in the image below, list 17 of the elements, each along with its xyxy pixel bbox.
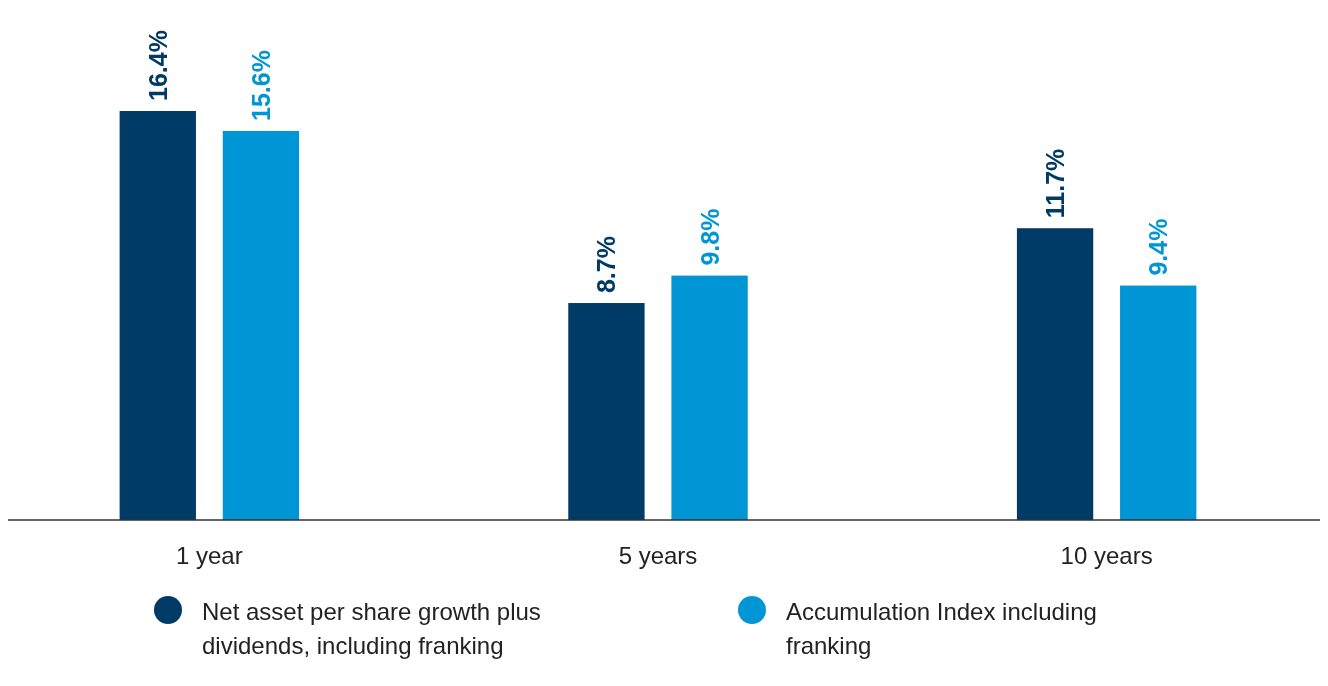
legend-label: Net asset per share growth plus dividends, including franking <box>202 598 541 659</box>
data-label: 16.4% <box>143 30 172 101</box>
legend-label: Accumulation Index including franking <box>786 598 1097 659</box>
bar <box>1120 285 1197 520</box>
data-label: 9.8% <box>695 208 724 266</box>
bar <box>671 275 748 520</box>
x-tick-label: 1 year <box>176 542 243 569</box>
x-tick-label: 10 years <box>1060 542 1153 569</box>
bar <box>1016 228 1094 520</box>
bar <box>222 130 300 520</box>
bar <box>568 303 645 520</box>
bar <box>119 111 196 520</box>
x-tick-label: 5 years <box>618 542 698 569</box>
data-label: 9.4% <box>1144 218 1173 276</box>
data-label: 15.6% <box>246 50 275 121</box>
data-label: 8.7% <box>592 236 621 294</box>
data-label: 11.7% <box>1041 148 1070 219</box>
